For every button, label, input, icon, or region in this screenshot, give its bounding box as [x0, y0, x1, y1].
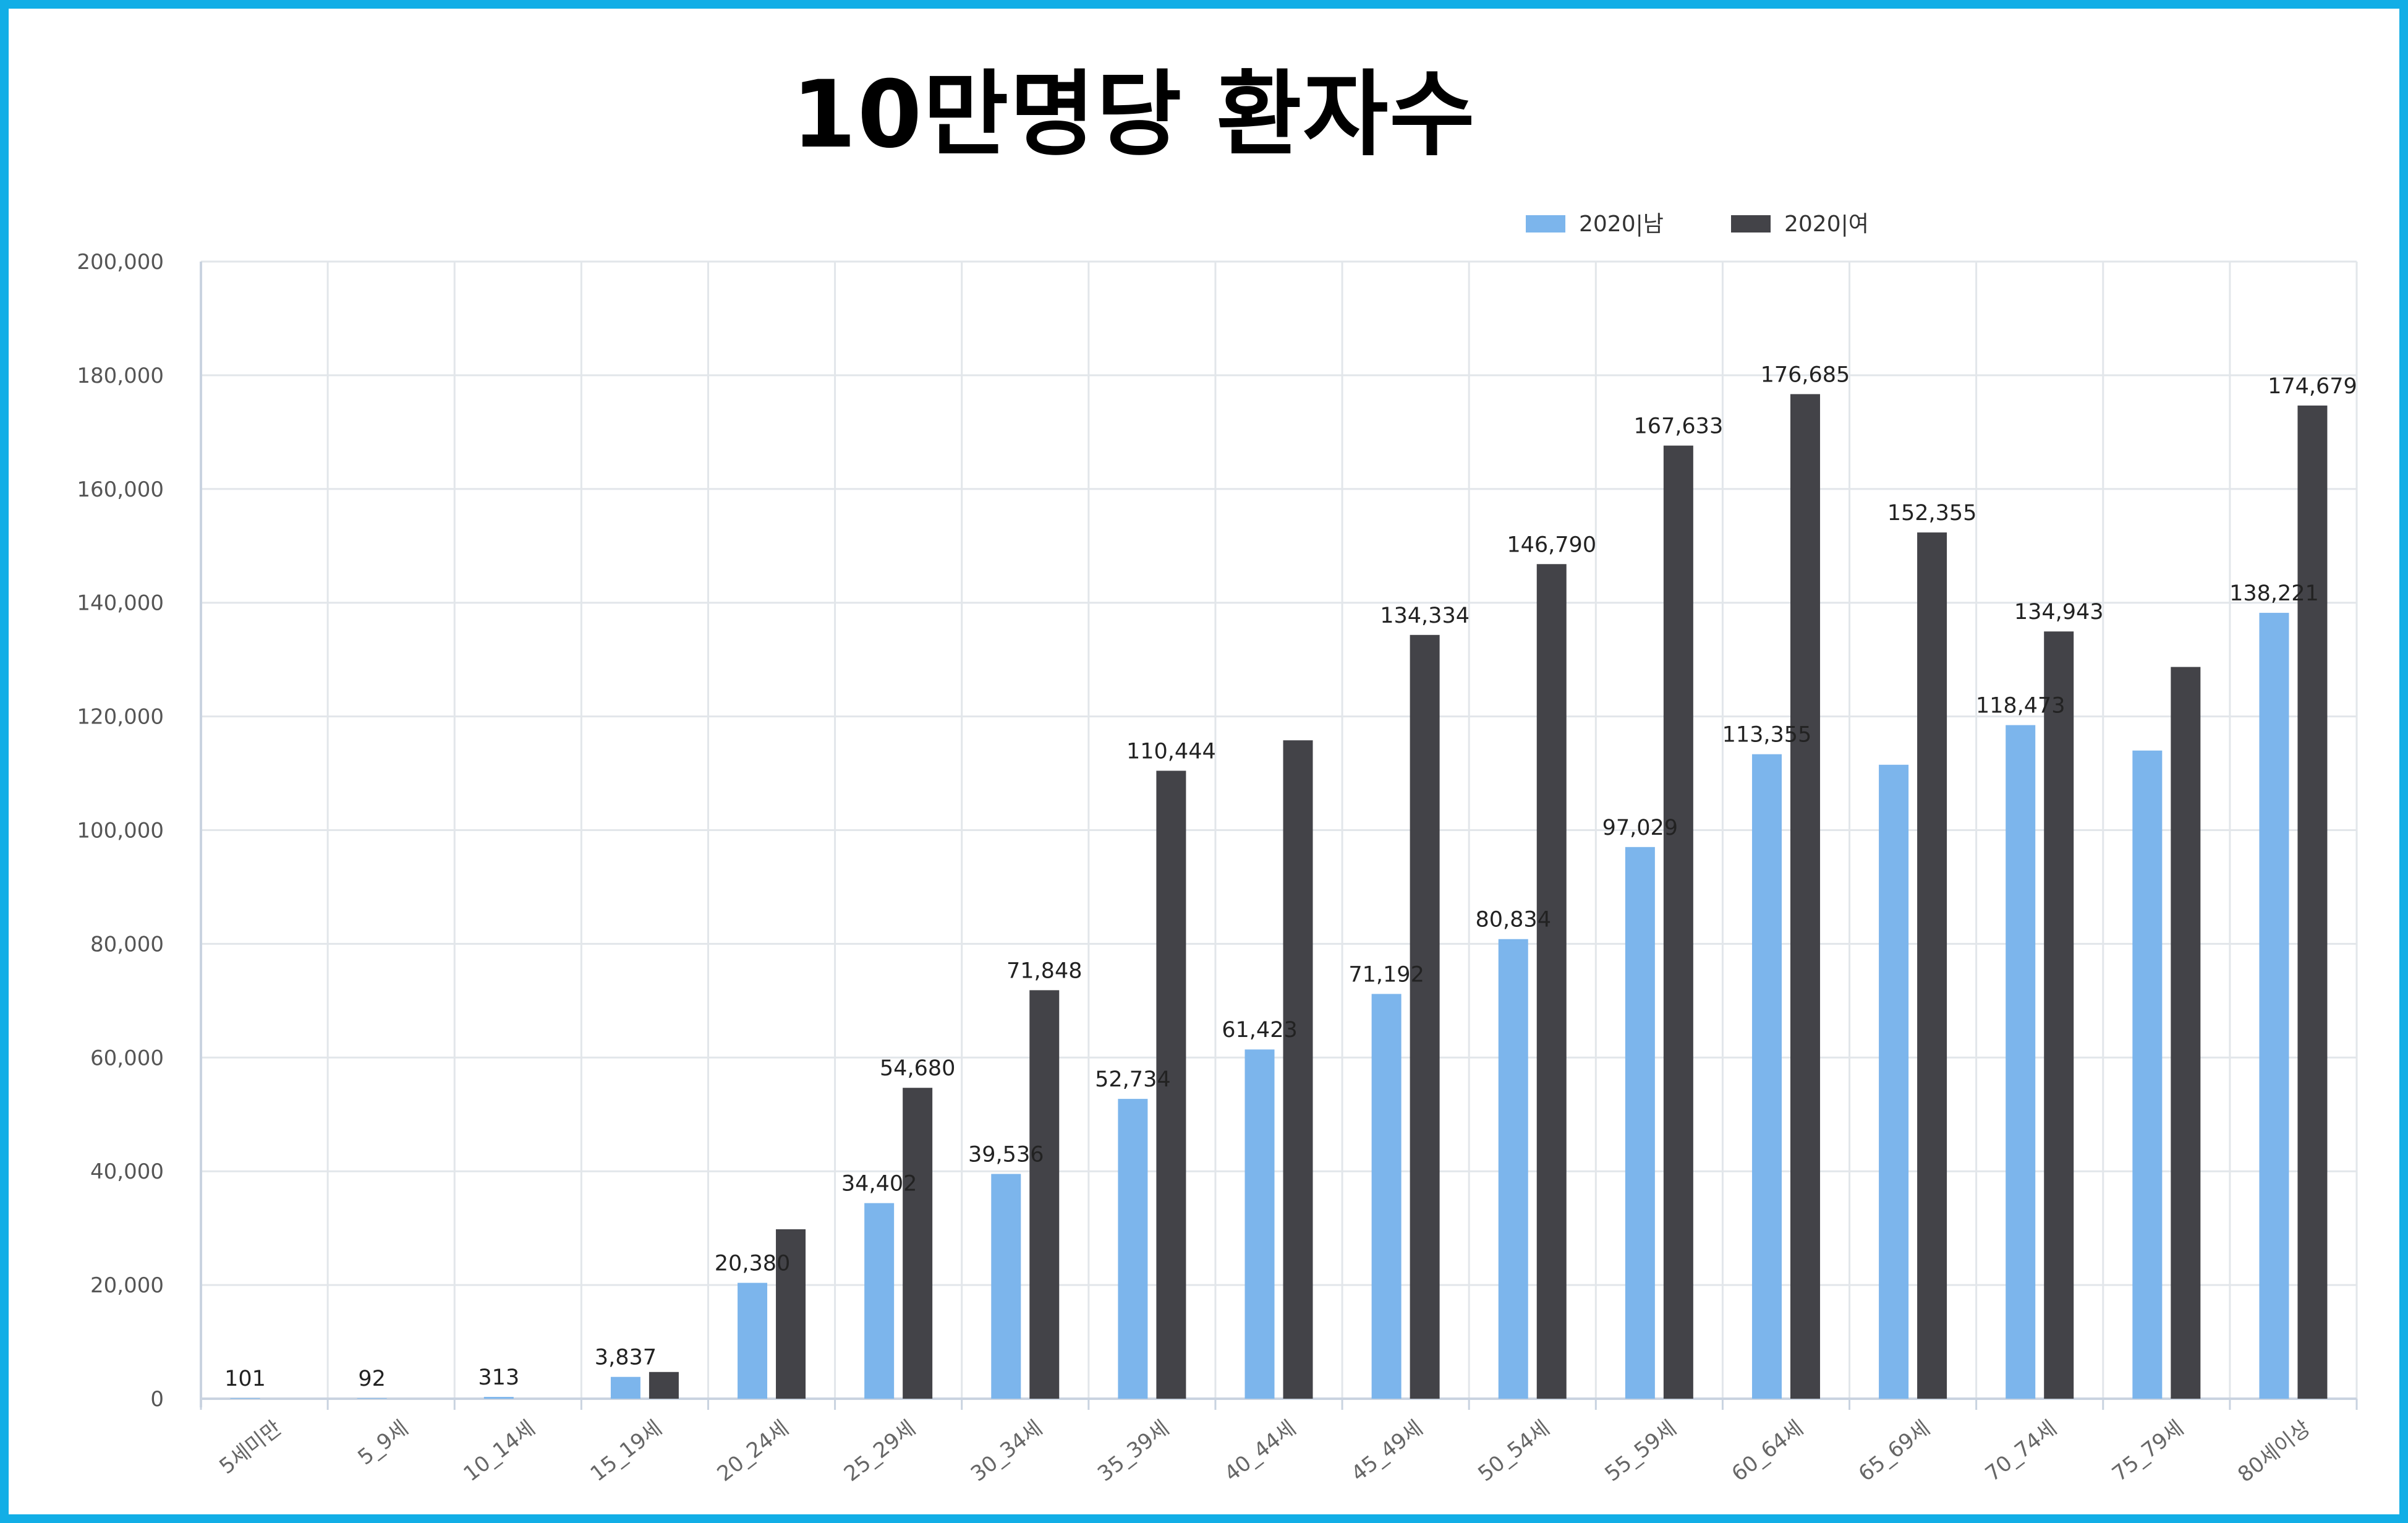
bar-female: [1410, 634, 1440, 1399]
y-tick-label: 180,000: [77, 364, 164, 388]
bar-male: [991, 1174, 1021, 1399]
data-labels: 101 92 313 3,837 20,380 34,402 39,536 52,734 61,…: [224, 362, 2357, 1391]
data-label: 152,355: [1887, 501, 1977, 526]
y-tick-label: 140,000: [77, 591, 164, 616]
x-tick-label: 80세이상: [2233, 1416, 2315, 1488]
bar-male: [357, 1398, 387, 1399]
x-tick-label: 65_69세: [1854, 1416, 1935, 1487]
data-label: 71,192: [1348, 962, 1424, 987]
data-label: 176,685: [1761, 362, 1850, 387]
data-label: 71,848: [1006, 958, 1082, 983]
bar-male: [230, 1398, 260, 1399]
bar-male: [1498, 939, 1528, 1399]
x-tick-label: 30_34세: [966, 1416, 1047, 1487]
x-tick-label: 45_49세: [1347, 1416, 1427, 1487]
legend-swatch: [1526, 215, 1565, 233]
bar-female: [2171, 667, 2201, 1399]
bar-female: [1663, 445, 1693, 1399]
data-label: 167,633: [1633, 414, 1723, 439]
bar-male: [864, 1203, 895, 1399]
data-label: 80,834: [1476, 908, 1551, 932]
y-tick-label: 200,000: [77, 250, 164, 275]
data-label: 39,536: [968, 1142, 1044, 1167]
data-label: 313: [478, 1365, 519, 1390]
bar-female: [2044, 631, 2074, 1399]
bar-male: [2132, 750, 2163, 1399]
data-label: 92: [358, 1367, 386, 1391]
bar-male: [2006, 725, 2036, 1399]
data-label: 61,423: [1222, 1018, 1297, 1043]
bar-female: [2297, 405, 2328, 1399]
x-tick-label: 20_24세: [713, 1416, 794, 1487]
x-tick-label: 35_39세: [1093, 1416, 1174, 1487]
bar-female: [1029, 990, 1060, 1399]
data-label: 134,943: [2014, 600, 2104, 625]
bar-female: [649, 1372, 679, 1399]
bar-female: [903, 1088, 933, 1399]
y-tick-label: 80,000: [90, 932, 164, 957]
y-tick-label: 0: [150, 1387, 164, 1412]
bar-male: [483, 1397, 514, 1399]
y-tick-label: 100,000: [77, 819, 164, 843]
data-label: 3,837: [595, 1346, 657, 1370]
data-label: 52,734: [1095, 1067, 1170, 1092]
bar-female: [1917, 532, 1947, 1399]
bar-female: [1156, 770, 1186, 1399]
data-label: 110,444: [1126, 739, 1216, 764]
data-label: 134,334: [1380, 604, 1470, 628]
data-label: 146,790: [1507, 532, 1596, 557]
bar-male: [1244, 1049, 1275, 1399]
data-label: 34,402: [841, 1172, 917, 1197]
data-label: 101: [224, 1367, 266, 1391]
legend-label: 2020|남: [1579, 211, 1664, 237]
x-tick-label: 75_79세: [2108, 1416, 2189, 1487]
bar-male: [1879, 764, 1909, 1399]
x-tick-label: 5세미만: [215, 1416, 286, 1480]
x-tick-label: 40_44세: [1220, 1416, 1301, 1487]
y-tick-label: 120,000: [77, 705, 164, 730]
y-tick-label: 160,000: [77, 477, 164, 502]
x-tick-label: 10_14세: [459, 1416, 540, 1487]
bar-male: [1751, 754, 1782, 1399]
y-tick-label: 60,000: [90, 1046, 164, 1070]
x-tick-label: 25_29세: [840, 1416, 921, 1487]
bars: [230, 394, 2328, 1399]
bar-male: [1371, 994, 1402, 1399]
bar-male: [610, 1376, 640, 1399]
data-label: 20,380: [715, 1252, 790, 1276]
x-tick-label: 55_59세: [1601, 1416, 1682, 1487]
data-label: 138,221: [2229, 581, 2319, 606]
legend: 2020|남 2020|여: [1526, 211, 1869, 237]
legend-label: 2020|여: [1784, 211, 1869, 237]
x-tick-label: 5_9세: [353, 1416, 413, 1470]
data-label: 97,029: [1602, 816, 1678, 840]
bar-male: [1118, 1099, 1148, 1399]
bar-male: [2259, 613, 2289, 1399]
x-tick-label: 60_64세: [1727, 1416, 1808, 1487]
bar-female: [776, 1229, 806, 1399]
x-tick-label: 15_19세: [586, 1416, 667, 1487]
y-tick-label: 40,000: [90, 1159, 164, 1184]
data-label: 118,473: [1976, 694, 2066, 719]
bar-female: [1536, 564, 1567, 1399]
bar-female: [1283, 740, 1313, 1399]
bar-male: [738, 1282, 768, 1399]
data-label: 113,355: [1722, 723, 1812, 748]
x-tick-label: 70_74세: [1981, 1416, 2062, 1487]
data-label: 54,680: [880, 1056, 955, 1081]
chart-title: 10만명당 환자수: [791, 61, 1476, 169]
bar-male: [1625, 847, 1655, 1399]
legend-swatch: [1731, 215, 1771, 233]
bar-female: [1790, 394, 1820, 1399]
x-tick-label: 50_54세: [1473, 1416, 1554, 1487]
y-tick-label: 20,000: [90, 1273, 164, 1298]
data-label: 174,679: [2268, 374, 2357, 399]
